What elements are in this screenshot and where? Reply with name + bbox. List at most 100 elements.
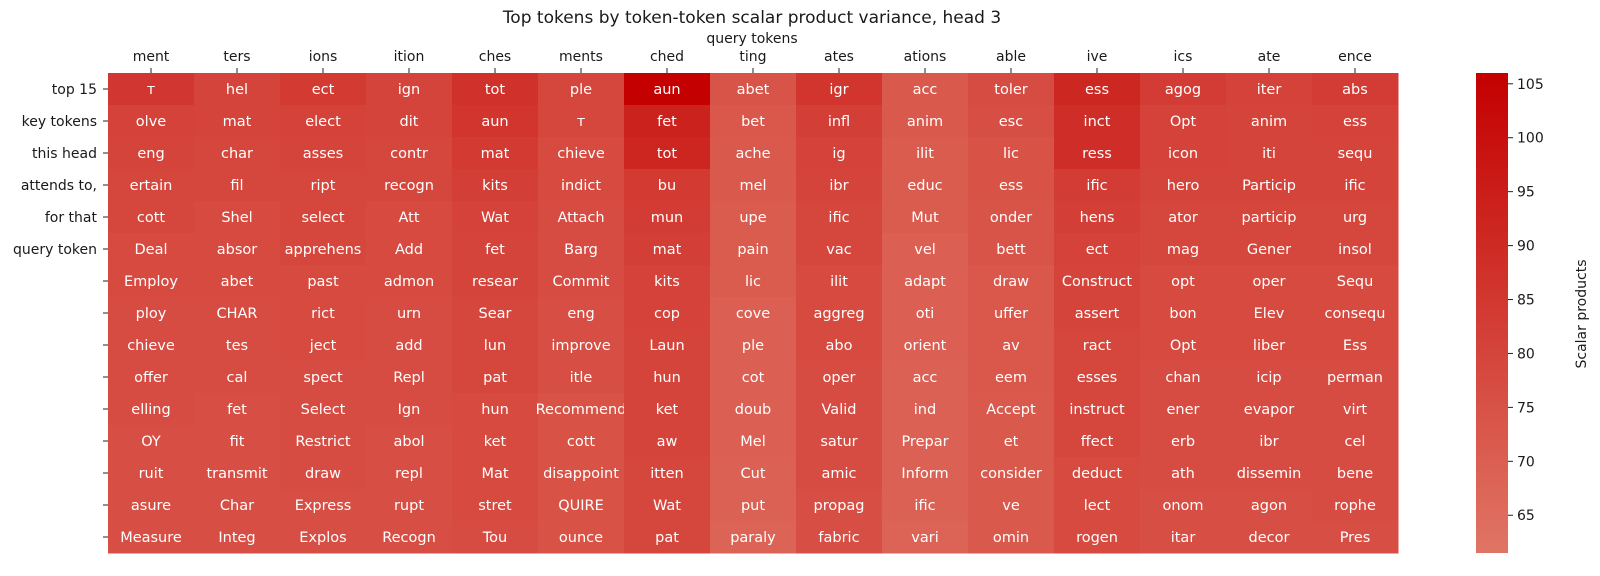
heatmap-cell — [796, 297, 883, 330]
cell-label: lic — [745, 274, 761, 290]
cell-label: instruct — [1069, 402, 1125, 418]
heatmap-cell — [796, 425, 883, 458]
cell-label: hun — [653, 370, 681, 386]
cell-label: aw — [657, 434, 678, 450]
heatmap-cell — [882, 361, 969, 394]
heatmap-cell — [452, 329, 539, 362]
cell-label: draw — [305, 466, 341, 482]
cell-label: icip — [1256, 370, 1281, 386]
heatmap-cell — [882, 457, 969, 490]
cell-label: bene — [1337, 466, 1373, 482]
heatmap-cell — [280, 201, 367, 234]
heatmap-cell — [1312, 233, 1399, 266]
x-tick-label: ics — [1174, 49, 1193, 65]
cell-label: ruit — [139, 466, 164, 482]
cell-label: Recommend — [536, 402, 627, 418]
heatmap-cell — [796, 137, 883, 170]
cell-label: bett — [996, 242, 1026, 258]
heatmap-cell — [366, 73, 453, 106]
heatmap-cell — [366, 297, 453, 330]
heatmap-cell — [452, 457, 539, 490]
heatmap-cell — [968, 425, 1055, 458]
cell-label: fet — [485, 242, 505, 258]
heatmap-cell — [452, 393, 539, 426]
heatmap-cell — [452, 105, 539, 138]
cell-label: elling — [131, 402, 170, 418]
cell-label: Gener — [1247, 242, 1291, 258]
cell-label: Sequ — [1337, 274, 1374, 290]
x-tick-label: ive — [1087, 49, 1108, 65]
heatmap-cell — [1054, 105, 1141, 138]
heatmap-cell — [194, 105, 281, 138]
cell-label: eng — [137, 146, 164, 162]
cell-label: mel — [739, 178, 766, 194]
cell-label: abol — [394, 434, 425, 450]
cell-label: Accept — [986, 402, 1036, 418]
heatmap-cell — [882, 297, 969, 330]
heatmap-cell — [1140, 297, 1227, 330]
heatmap-cell — [796, 489, 883, 522]
heatmap-cell — [1226, 233, 1313, 266]
heatmap-cell — [1226, 393, 1313, 426]
heatmap-cell — [280, 521, 367, 554]
y-tick-label: top 15 — [52, 82, 97, 98]
heatmap-cell — [538, 457, 625, 490]
heatmap-cell — [452, 265, 539, 298]
heatmap-cell — [1312, 457, 1399, 490]
heatmap-cell — [452, 137, 539, 170]
heatmap-cell — [624, 169, 711, 202]
cell-label: Cut — [741, 466, 766, 482]
cell-label: orient — [904, 338, 947, 354]
heatmap-cell — [624, 489, 711, 522]
heatmap-cell — [1054, 521, 1141, 554]
cell-label: char — [221, 146, 253, 162]
cell-label: disappoint — [543, 466, 619, 482]
chart-title: Top tokens by token-token scalar product… — [502, 8, 1002, 28]
heatmap-cell — [1226, 361, 1313, 394]
heatmap-cell — [796, 105, 883, 138]
heatmap-cell — [1312, 329, 1399, 362]
heatmap-cell — [366, 201, 453, 234]
heatmap-cell — [882, 105, 969, 138]
heatmap-cell — [968, 361, 1055, 394]
cell-label: hens — [1080, 210, 1115, 226]
cell-label: eng — [567, 306, 594, 322]
heatmap-cell — [796, 329, 883, 362]
cell-label: anim — [907, 114, 943, 130]
x-axis-label: query tokens — [706, 31, 798, 47]
cell-label: mun — [651, 210, 684, 226]
x-tick-label: ence — [1338, 49, 1372, 65]
heatmap-cell — [1226, 521, 1313, 554]
x-tick-label: ment — [133, 49, 170, 65]
heatmap-cell — [796, 73, 883, 106]
heatmap-cell — [624, 265, 711, 298]
colorbar-tick-label: 100 — [1517, 131, 1544, 147]
colorbar-tick-label: 105 — [1517, 77, 1544, 93]
heatmap-cell — [796, 521, 883, 554]
heatmap-cell — [968, 265, 1055, 298]
cell-label: chieve — [127, 338, 175, 354]
heatmap-cell — [452, 233, 539, 266]
heatmap-cell — [710, 265, 797, 298]
cell-label: ess — [1085, 82, 1109, 98]
cell-label: icon — [1168, 146, 1198, 162]
cell-label: Repl — [393, 370, 425, 386]
cell-label: apprehens — [285, 242, 362, 258]
heatmap-cell — [538, 73, 625, 106]
cell-label: agog — [1165, 82, 1201, 98]
cell-label: cot — [742, 370, 765, 386]
heatmap-cell — [538, 297, 625, 330]
heatmap-cell — [1226, 169, 1313, 202]
heatmap-cell — [1312, 297, 1399, 330]
heatmap-cell — [1140, 201, 1227, 234]
heatmap-cell — [968, 73, 1055, 106]
cell-label: sequ — [1338, 146, 1373, 162]
heatmap-cell — [538, 265, 625, 298]
heatmap-cell — [882, 265, 969, 298]
cell-label: opt — [1171, 274, 1195, 290]
cell-label: itle — [570, 370, 593, 386]
heatmap-cell — [194, 457, 281, 490]
heatmap-cell — [108, 297, 195, 330]
y-tick-label: key tokens — [22, 114, 97, 130]
cell-label: ript — [311, 178, 336, 194]
